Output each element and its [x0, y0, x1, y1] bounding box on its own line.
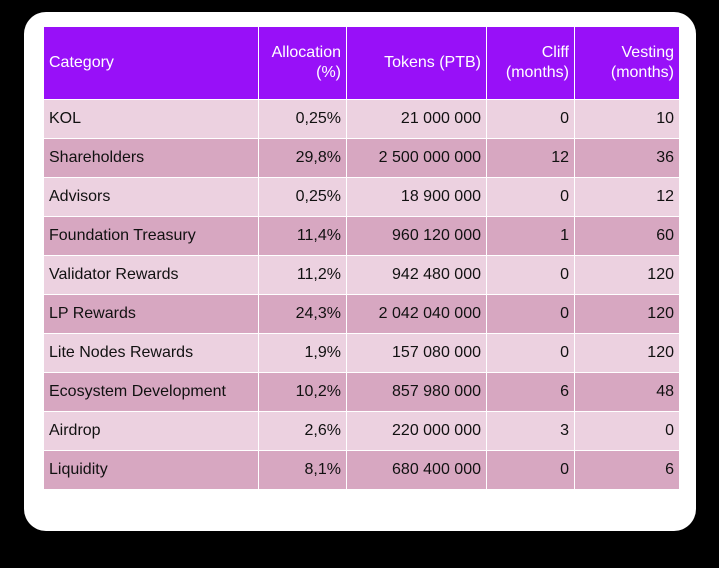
cell-vesting: 120 [574, 294, 680, 334]
cell-tokens: 960 120 000 [346, 216, 487, 256]
cell-tokens: 220 000 000 [346, 411, 487, 451]
table-row: Validator Rewards 11,2% 942 480 000 0 12… [43, 255, 680, 295]
header-vesting: Vesting (months) [574, 26, 680, 100]
cell-allocation: 1,9% [258, 333, 347, 373]
table-row: Lite Nodes Rewards 1,9% 157 080 000 0 12… [43, 333, 680, 373]
cell-cliff: 0 [486, 177, 575, 217]
cell-cliff: 0 [486, 294, 575, 334]
cell-tokens: 680 400 000 [346, 450, 487, 490]
table-row: Liquidity 8,1% 680 400 000 0 6 [43, 450, 680, 490]
cell-category: Advisors [43, 177, 259, 217]
cell-cliff: 3 [486, 411, 575, 451]
cell-cliff: 0 [486, 99, 575, 139]
cell-vesting: 120 [574, 333, 680, 373]
cell-vesting: 12 [574, 177, 680, 217]
header-cliff: Cliff (months) [486, 26, 575, 100]
cell-category: Lite Nodes Rewards [43, 333, 259, 373]
table-row: Airdrop 2,6% 220 000 000 3 0 [43, 411, 680, 451]
cell-tokens: 157 080 000 [346, 333, 487, 373]
cell-cliff: 0 [486, 255, 575, 295]
cell-vesting: 48 [574, 372, 680, 412]
table-row: Ecosystem Development 10,2% 857 980 000 … [43, 372, 680, 412]
table-header-row: Category Allocation (%) Tokens (PTB) Cli… [43, 26, 680, 100]
cell-allocation: 10,2% [258, 372, 347, 412]
table-row: Advisors 0,25% 18 900 000 0 12 [43, 177, 680, 217]
cell-tokens: 21 000 000 [346, 99, 487, 139]
cell-vesting: 6 [574, 450, 680, 490]
cell-tokens: 2 500 000 000 [346, 138, 487, 178]
cell-cliff: 12 [486, 138, 575, 178]
cell-vesting: 10 [574, 99, 680, 139]
cell-cliff: 0 [486, 450, 575, 490]
table-row: KOL 0,25% 21 000 000 0 10 [43, 99, 680, 139]
cell-vesting: 36 [574, 138, 680, 178]
table-row: Shareholders 29,8% 2 500 000 000 12 36 [43, 138, 680, 178]
cell-tokens: 942 480 000 [346, 255, 487, 295]
cell-vesting: 120 [574, 255, 680, 295]
cell-category: Ecosystem Development [43, 372, 259, 412]
cell-category: Airdrop [43, 411, 259, 451]
cell-category: LP Rewards [43, 294, 259, 334]
cell-allocation: 2,6% [258, 411, 347, 451]
cell-vesting: 60 [574, 216, 680, 256]
token-allocation-table: Category Allocation (%) Tokens (PTB) Cli… [43, 26, 680, 490]
cell-allocation: 29,8% [258, 138, 347, 178]
cell-cliff: 1 [486, 216, 575, 256]
cell-category: Foundation Treasury [43, 216, 259, 256]
cell-allocation: 24,3% [258, 294, 347, 334]
cell-category: Shareholders [43, 138, 259, 178]
cell-category: KOL [43, 99, 259, 139]
header-allocation: Allocation (%) [258, 26, 347, 100]
table-row: Foundation Treasury 11,4% 960 120 000 1 … [43, 216, 680, 256]
header-tokens: Tokens (PTB) [346, 26, 487, 100]
cell-allocation: 11,4% [258, 216, 347, 256]
cell-allocation: 11,2% [258, 255, 347, 295]
cell-tokens: 857 980 000 [346, 372, 487, 412]
table-row: LP Rewards 24,3% 2 042 040 000 0 120 [43, 294, 680, 334]
cell-category: Liquidity [43, 450, 259, 490]
cell-category: Validator Rewards [43, 255, 259, 295]
cell-allocation: 0,25% [258, 177, 347, 217]
cell-cliff: 0 [486, 333, 575, 373]
cell-allocation: 0,25% [258, 99, 347, 139]
header-category: Category [43, 26, 259, 100]
cell-allocation: 8,1% [258, 450, 347, 490]
cell-tokens: 2 042 040 000 [346, 294, 487, 334]
cell-cliff: 6 [486, 372, 575, 412]
cell-vesting: 0 [574, 411, 680, 451]
cell-tokens: 18 900 000 [346, 177, 487, 217]
